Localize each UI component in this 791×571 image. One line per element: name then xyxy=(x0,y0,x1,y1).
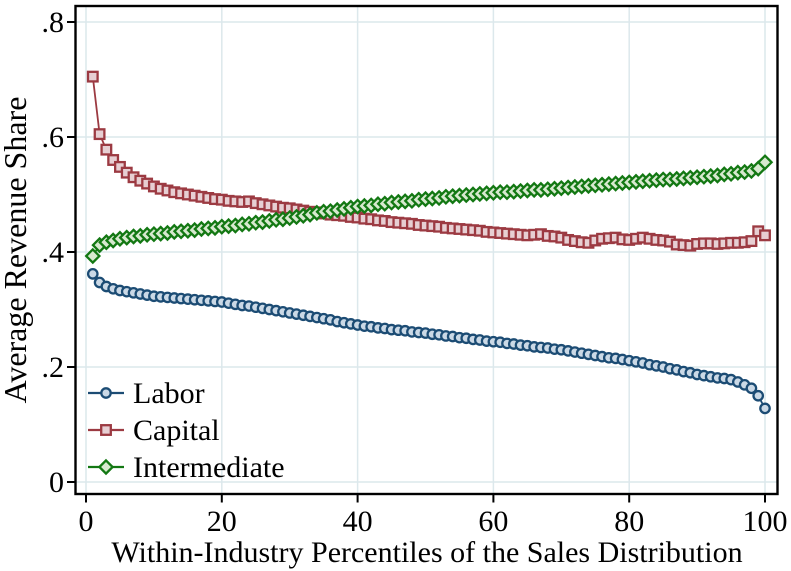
x-tick-label: 60 xyxy=(478,505,508,538)
series-layer xyxy=(84,70,774,415)
legend-key-marker-labor xyxy=(100,387,112,399)
y-tick-label: .2 xyxy=(42,351,65,384)
series-capital-marker xyxy=(93,128,106,141)
series-labor-marker xyxy=(759,402,771,415)
x-tick-label: 40 xyxy=(343,505,373,538)
series-labor xyxy=(86,267,771,415)
legend-label-capital: Capital xyxy=(133,414,220,447)
y-tick-label: 0 xyxy=(49,466,64,499)
series-capital-marker xyxy=(86,70,99,83)
series-capital-marker xyxy=(745,235,758,248)
series-intermediate-marker xyxy=(84,247,102,265)
series-labor-marker xyxy=(752,389,765,402)
legend-label-intermediate: Intermediate xyxy=(133,451,285,484)
series-intermediate-marker xyxy=(756,154,774,171)
axis-ticks: 0 20 40 60 80 100 .8 .6 .4 .2 0 xyxy=(42,6,788,538)
legend-key-marker-intermediate xyxy=(97,458,115,476)
legend: Labor Capital Intermediate xyxy=(88,377,285,484)
legend-key-marker-capital xyxy=(100,424,112,436)
legend-item-capital: Capital xyxy=(88,414,220,447)
y-axis-title: Average Revenue Share xyxy=(0,97,33,404)
series-capital-marker xyxy=(759,229,771,242)
x-tick-label: 80 xyxy=(614,505,644,538)
plot-border xyxy=(74,4,779,496)
legend-item-labor: Labor xyxy=(88,377,205,410)
x-tick-label: 0 xyxy=(79,505,94,538)
series-capital-marker xyxy=(107,154,120,166)
series-intermediate xyxy=(84,154,774,265)
x-tick-label: 100 xyxy=(743,505,788,538)
y-tick-label: .8 xyxy=(42,6,65,39)
y-tick-label: .6 xyxy=(42,121,65,154)
series-labor-marker xyxy=(86,267,99,280)
series-labor-marker xyxy=(745,382,758,395)
x-tick-label: 20 xyxy=(207,505,237,538)
series-capital xyxy=(86,70,771,252)
legend-label-labor: Labor xyxy=(133,377,205,410)
series-capital-marker xyxy=(100,143,113,156)
y-tick-label: .4 xyxy=(42,236,65,269)
x-axis-title: Within-Industry Percentiles of the Sales… xyxy=(111,536,742,569)
legend-item-intermediate: Intermediate xyxy=(88,451,285,484)
